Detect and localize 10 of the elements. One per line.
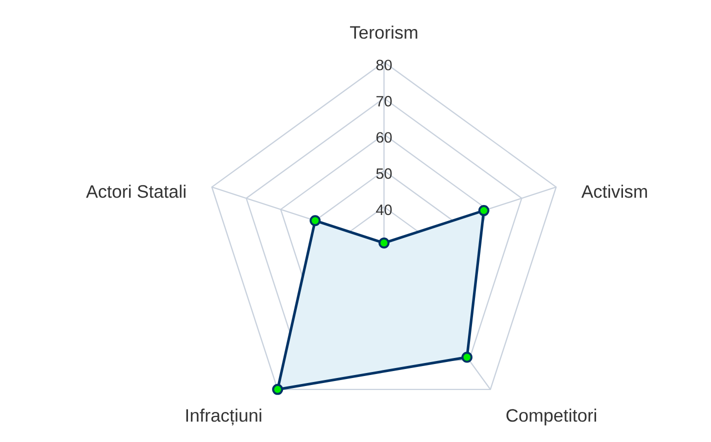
spoke-label: Actori Statali — [86, 184, 186, 198]
spoke-label: Infracțiuni — [186, 408, 262, 426]
spoke-label: Activism — [581, 184, 647, 198]
y-tick-label: 50 — [376, 168, 392, 179]
y-tick-label: 70 — [376, 96, 392, 106]
spoke-label: Competitori — [506, 408, 596, 426]
y-tick-label: 40 — [376, 204, 392, 216]
y-tick-label: 80 — [376, 60, 392, 70]
y-tick-label: 60 — [376, 132, 392, 143]
spoke-label: Terorism — [350, 26, 418, 39]
